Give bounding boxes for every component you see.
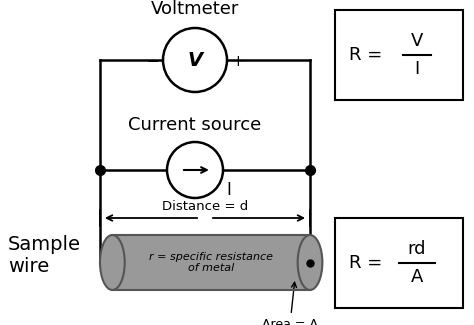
Text: Area = A: Area = A xyxy=(262,282,318,325)
Bar xyxy=(335,218,463,308)
Text: R =: R = xyxy=(349,46,382,64)
Text: V: V xyxy=(411,32,423,50)
Text: A: A xyxy=(411,268,423,286)
Text: I: I xyxy=(414,60,419,78)
Text: Distance = d: Distance = d xyxy=(162,200,248,213)
Text: Current source: Current source xyxy=(128,116,262,134)
Bar xyxy=(112,235,298,290)
Text: −: − xyxy=(146,55,159,70)
Bar xyxy=(298,235,310,290)
Text: V: V xyxy=(187,50,202,70)
Ellipse shape xyxy=(100,235,125,290)
Text: R =: R = xyxy=(349,254,382,272)
Text: I: I xyxy=(226,181,231,199)
Circle shape xyxy=(163,28,227,92)
Ellipse shape xyxy=(298,235,322,290)
Text: +: + xyxy=(231,55,244,70)
Text: Voltmeter: Voltmeter xyxy=(151,0,239,18)
Bar xyxy=(335,10,463,100)
Text: rd: rd xyxy=(408,240,426,258)
Text: Sample
wire: Sample wire xyxy=(8,235,81,276)
Text: r = specific resistance
of metal: r = specific resistance of metal xyxy=(149,252,273,273)
Circle shape xyxy=(167,142,223,198)
